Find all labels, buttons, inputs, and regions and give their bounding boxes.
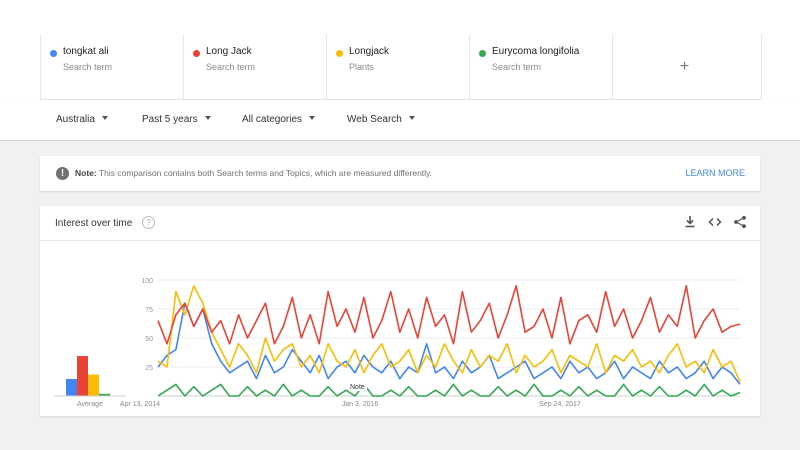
x-tick-label: Jan 3, 2016 (342, 401, 379, 408)
y-tick-label: 75 (145, 307, 153, 314)
filter-bar: Australia Past 5 years All categories We… (0, 100, 800, 141)
interest-over-time-chart: Average 100 75 50 25 Apr 13, 2014 Jan 3, 201… (54, 278, 741, 408)
series-line-longjack[interactable] (157, 285, 741, 383)
note-text: Note: This comparison contains both Sear… (75, 168, 432, 178)
help-icon[interactable]: ? (142, 216, 155, 229)
average-label: Average (77, 401, 103, 408)
time-range-dropdown[interactable]: Past 5 years (142, 114, 211, 125)
note-label: Note: (75, 168, 97, 178)
term-type: Search term (63, 62, 113, 72)
alert-icon: ! (56, 167, 69, 180)
term-color-dot (336, 50, 343, 57)
note-annotation[interactable]: Note (350, 384, 365, 391)
average-bar[interactable] (77, 356, 88, 396)
term-name: Longjack (349, 46, 390, 57)
caret-down-icon (101, 116, 108, 121)
term-card-2[interactable]: Long Jack Search term (184, 34, 327, 99)
term-type: Search term (206, 62, 256, 72)
chart-series-lines (157, 285, 741, 397)
caret-down-icon (309, 116, 316, 121)
term-card-1[interactable]: tongkat ali Search term (41, 34, 184, 99)
term-card-4[interactable]: Eurycoma longifolia Search term (470, 34, 613, 99)
y-tick-label: 50 (145, 336, 153, 343)
term-card-3[interactable]: Longjack Plants (327, 34, 470, 99)
search-type-dropdown[interactable]: Web Search (347, 114, 415, 125)
term-color-dot (479, 50, 486, 57)
time-range-label: Past 5 years (142, 114, 198, 125)
average-bars: Average (54, 356, 126, 408)
term-color-dot (50, 50, 57, 57)
caret-down-icon (408, 116, 415, 121)
add-comparison-button[interactable]: + (613, 34, 756, 99)
embed-icon[interactable] (708, 215, 722, 229)
x-tick-label: Apr 13, 2014 (120, 401, 160, 408)
note-annotation-background (349, 382, 367, 391)
chart-gridlines: 100 75 50 25 (141, 278, 740, 397)
region-dropdown[interactable]: Australia (56, 114, 108, 125)
term-color-dot (193, 50, 200, 57)
category-dropdown[interactable]: All categories (242, 114, 316, 125)
interest-over-time-card: Interest over time ? Average 100 75 50 25 A… (40, 206, 760, 416)
share-icon[interactable] (733, 215, 747, 229)
term-type: Search term (492, 62, 542, 72)
download-icon[interactable] (684, 215, 696, 229)
search-type-label: Web Search (347, 114, 402, 125)
term-name: Eurycoma longifolia (492, 46, 580, 57)
x-tick-label: Sep 24, 2017 (539, 401, 581, 408)
term-name: Long Jack (206, 46, 252, 57)
compare-terms-bar: tongkat ali Search term Long Jack Search… (40, 34, 762, 100)
series-line-tongkat-ali[interactable] (157, 302, 741, 385)
series-line-long-jack[interactable] (157, 285, 741, 345)
learn-more-link[interactable]: LEARN MORE (685, 168, 745, 178)
card-title: Interest over time (55, 218, 133, 229)
card-header: Interest over time ? (40, 206, 760, 241)
average-bar[interactable] (88, 374, 99, 396)
plus-icon: + (679, 57, 690, 75)
average-bar[interactable] (99, 393, 110, 396)
y-tick-label: 100 (141, 278, 153, 285)
category-label: All categories (242, 114, 303, 125)
note-message: This comparison contains both Search ter… (98, 168, 433, 178)
term-name: tongkat ali (63, 46, 109, 57)
average-bar[interactable] (66, 378, 77, 396)
region-label: Australia (56, 114, 95, 125)
caret-down-icon (204, 116, 211, 121)
chart-x-axis: Apr 13, 2014 Jan 3, 2016 Sep 24, 2017 Note (120, 382, 581, 408)
term-type: Plants (349, 62, 375, 72)
comparison-note-banner: ! Note: This comparison contains both Se… (40, 156, 760, 191)
y-tick-label: 25 (145, 365, 153, 372)
series-line-eurycoma-longifolia[interactable] (157, 383, 741, 397)
